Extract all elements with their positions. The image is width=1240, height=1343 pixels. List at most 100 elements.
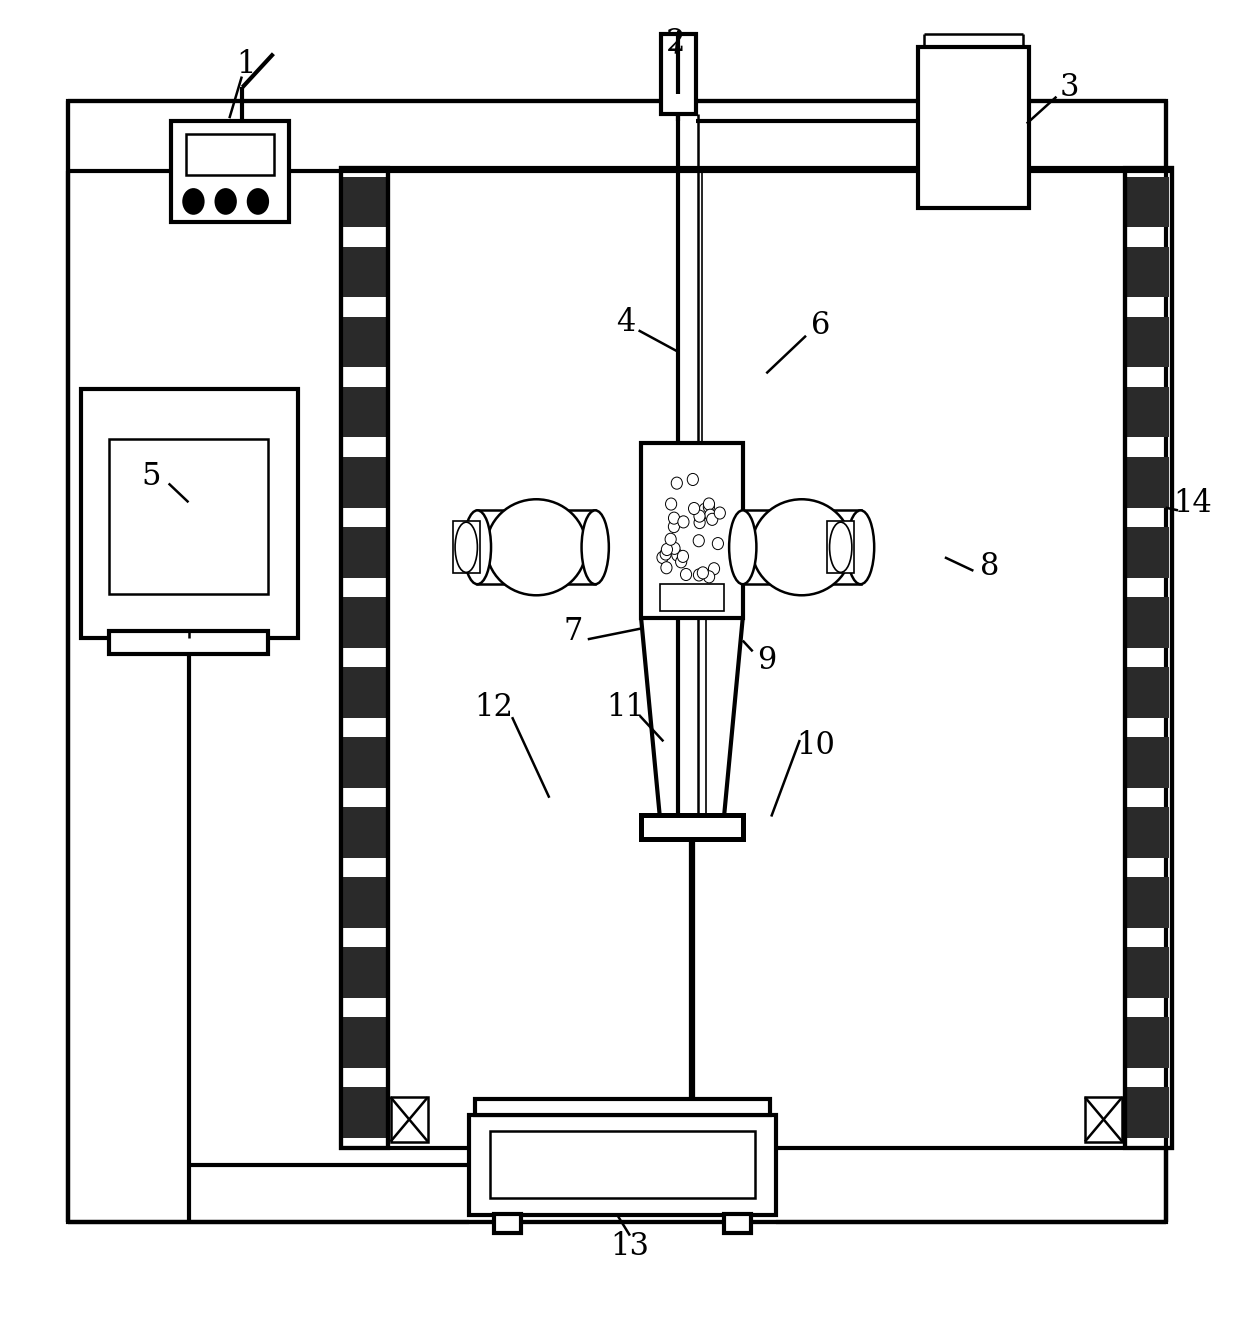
Ellipse shape (681, 568, 692, 580)
Ellipse shape (672, 549, 683, 561)
Bar (1126, 1088, 1169, 1138)
Ellipse shape (668, 521, 680, 533)
Bar (341, 168, 1172, 1148)
Bar (342, 1088, 386, 1138)
Text: 12: 12 (474, 692, 513, 724)
Bar (342, 1017, 386, 1068)
Bar (743, 510, 861, 584)
Ellipse shape (668, 512, 680, 524)
Ellipse shape (703, 571, 714, 583)
Bar (342, 526, 386, 577)
Bar (469, 1115, 776, 1215)
Bar (342, 247, 386, 297)
Ellipse shape (464, 510, 491, 584)
Bar (1126, 387, 1169, 438)
Ellipse shape (714, 508, 725, 520)
Bar (453, 521, 480, 573)
Bar (490, 1131, 755, 1198)
Bar (1126, 807, 1169, 858)
Bar (661, 34, 696, 114)
Bar (342, 177, 386, 227)
Bar (186, 134, 274, 175)
Ellipse shape (693, 535, 704, 547)
Bar (660, 584, 724, 611)
Text: 6: 6 (811, 309, 831, 341)
Ellipse shape (703, 498, 714, 510)
Bar (342, 807, 386, 858)
Ellipse shape (751, 500, 852, 595)
Bar (494, 1214, 521, 1233)
Text: 10: 10 (796, 729, 836, 761)
Bar (475, 1099, 770, 1115)
Text: 5: 5 (141, 461, 161, 493)
Text: 1: 1 (236, 48, 255, 81)
Ellipse shape (830, 522, 852, 572)
Text: 4: 4 (616, 306, 636, 338)
Bar (342, 598, 386, 647)
Bar (1126, 598, 1169, 647)
Ellipse shape (671, 477, 682, 489)
Bar (1126, 737, 1169, 787)
Ellipse shape (184, 189, 203, 214)
Ellipse shape (486, 500, 587, 595)
Bar (1126, 247, 1169, 297)
Ellipse shape (661, 544, 672, 556)
Bar (1126, 457, 1169, 508)
Ellipse shape (694, 517, 706, 529)
Bar (342, 317, 386, 368)
Ellipse shape (678, 516, 689, 528)
Ellipse shape (455, 522, 477, 572)
Ellipse shape (665, 533, 676, 545)
Ellipse shape (676, 556, 687, 568)
Ellipse shape (694, 510, 706, 522)
Bar (1126, 947, 1169, 998)
Bar (1126, 667, 1169, 717)
Bar (81, 389, 298, 638)
Ellipse shape (582, 510, 609, 584)
Bar (342, 457, 386, 508)
Ellipse shape (660, 548, 671, 560)
Bar (342, 737, 386, 787)
Text: 7: 7 (563, 615, 583, 647)
Bar (68, 101, 1166, 1222)
Bar (827, 521, 854, 573)
Bar (724, 1214, 751, 1233)
Bar (1125, 168, 1172, 1148)
Bar (1126, 1017, 1169, 1068)
Ellipse shape (248, 189, 268, 214)
Ellipse shape (699, 504, 711, 516)
Bar (641, 443, 743, 618)
Bar (1126, 877, 1169, 928)
Ellipse shape (688, 502, 699, 514)
Bar (1085, 1097, 1122, 1142)
Bar (109, 439, 268, 594)
Ellipse shape (712, 537, 723, 549)
Ellipse shape (847, 510, 874, 584)
Ellipse shape (706, 510, 717, 522)
Bar (342, 947, 386, 998)
Ellipse shape (697, 567, 708, 579)
Text: 3: 3 (1059, 71, 1079, 103)
Bar (1126, 177, 1169, 227)
Ellipse shape (704, 509, 715, 521)
Bar (641, 815, 743, 839)
Bar (477, 510, 595, 584)
Ellipse shape (668, 543, 680, 555)
Ellipse shape (666, 498, 677, 510)
Bar (1126, 526, 1169, 577)
Ellipse shape (657, 552, 668, 564)
Text: 2: 2 (666, 27, 686, 59)
Text: 13: 13 (610, 1230, 650, 1262)
Ellipse shape (693, 569, 704, 582)
Ellipse shape (661, 561, 672, 573)
Ellipse shape (677, 551, 688, 563)
Ellipse shape (707, 513, 718, 525)
Ellipse shape (687, 474, 698, 486)
Text: 9: 9 (756, 645, 776, 677)
Ellipse shape (729, 510, 756, 584)
Bar (342, 877, 386, 928)
Text: 8: 8 (980, 551, 999, 583)
Bar (918, 47, 1029, 208)
Text: 11: 11 (606, 692, 646, 724)
Bar (109, 631, 268, 654)
